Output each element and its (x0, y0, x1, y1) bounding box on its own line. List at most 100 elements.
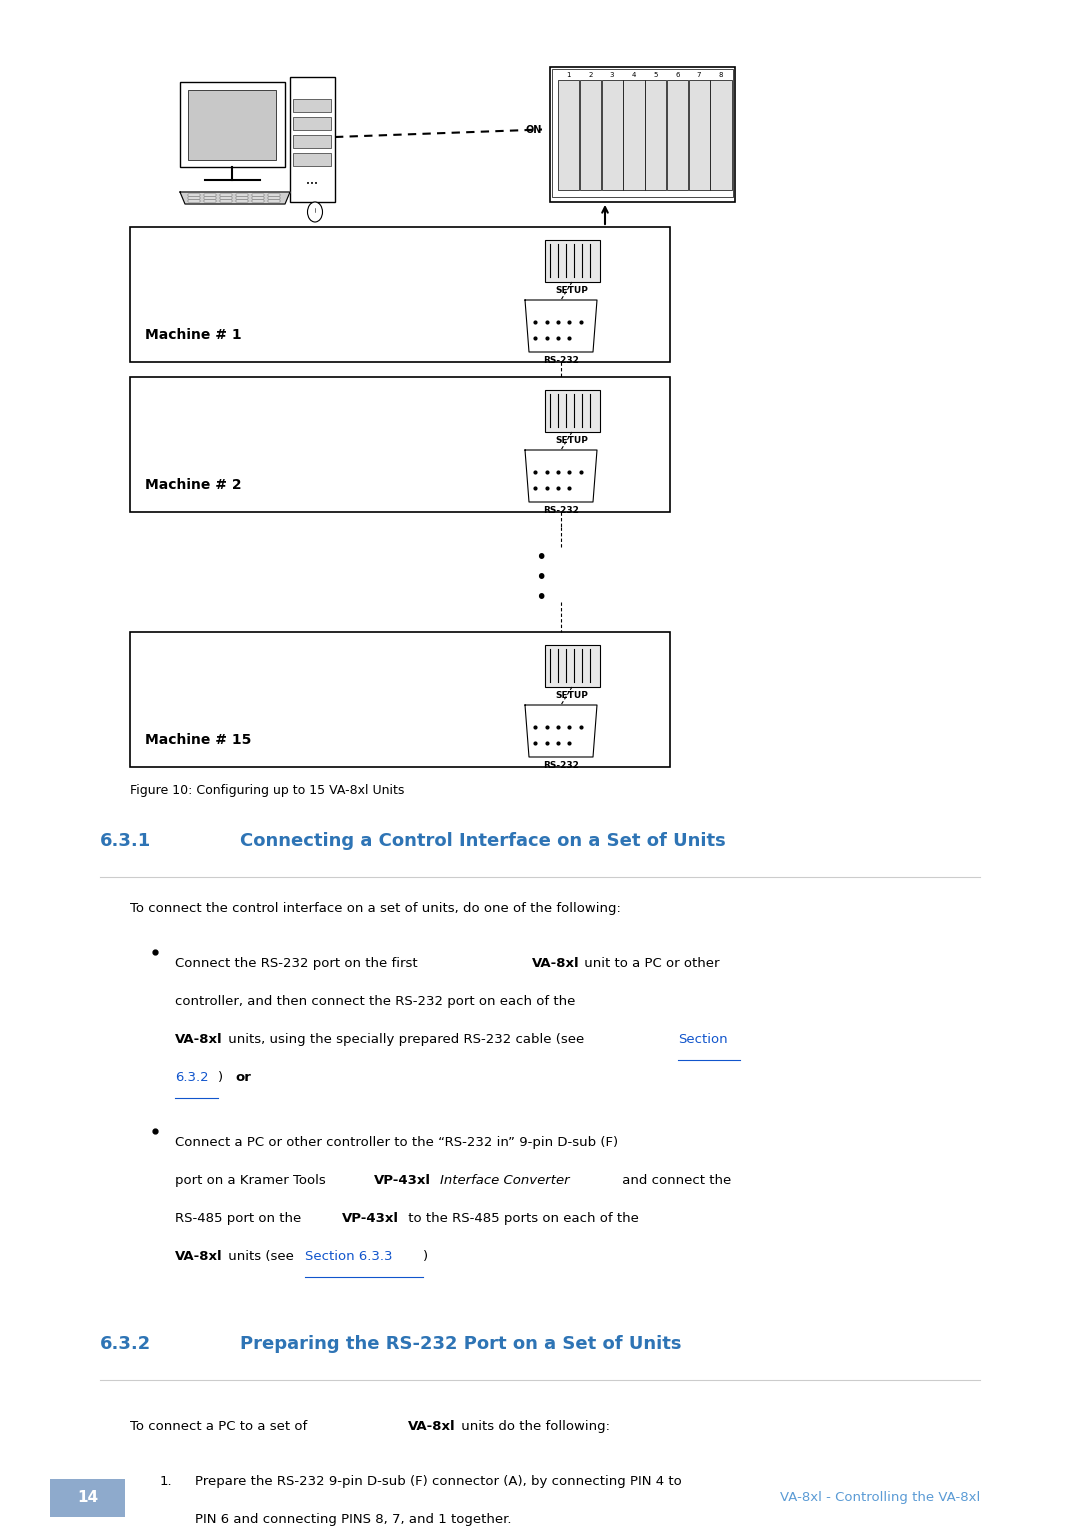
Text: SETUP: SETUP (555, 437, 589, 444)
FancyBboxPatch shape (711, 80, 731, 190)
FancyBboxPatch shape (237, 195, 248, 196)
FancyBboxPatch shape (291, 77, 335, 202)
FancyBboxPatch shape (550, 67, 735, 202)
Text: 2: 2 (589, 72, 593, 78)
Text: 1: 1 (566, 72, 571, 78)
Text: Section 6.3.3: Section 6.3.3 (305, 1250, 392, 1262)
Text: 6.3.2: 6.3.2 (100, 1334, 151, 1353)
Text: or: or (235, 1071, 251, 1085)
FancyBboxPatch shape (623, 80, 645, 190)
Text: RS-485 port on the: RS-485 port on the (175, 1212, 306, 1226)
Text: 14: 14 (77, 1491, 98, 1506)
Polygon shape (525, 450, 597, 502)
Text: Interface Converter: Interface Converter (440, 1174, 569, 1187)
FancyBboxPatch shape (602, 80, 623, 190)
FancyBboxPatch shape (552, 69, 733, 198)
Text: RS-232: RS-232 (543, 506, 579, 515)
Text: Connect the RS-232 port on the first: Connect the RS-232 port on the first (175, 958, 422, 970)
FancyBboxPatch shape (666, 80, 688, 190)
FancyBboxPatch shape (188, 90, 276, 159)
Text: and connect the: and connect the (618, 1174, 731, 1187)
Text: 4: 4 (632, 72, 636, 78)
Text: VP-43xl: VP-43xl (342, 1212, 399, 1226)
FancyBboxPatch shape (204, 198, 216, 199)
Text: 8: 8 (718, 72, 724, 78)
Polygon shape (525, 300, 597, 352)
FancyBboxPatch shape (293, 100, 330, 112)
Polygon shape (180, 192, 291, 204)
FancyBboxPatch shape (188, 195, 200, 196)
Text: Machine # 15: Machine # 15 (145, 732, 252, 748)
Text: 6.3.1: 6.3.1 (100, 832, 151, 850)
Text: 6.3.2: 6.3.2 (175, 1071, 208, 1085)
FancyBboxPatch shape (689, 80, 710, 190)
Text: VA-8xl: VA-8xl (532, 958, 580, 970)
FancyBboxPatch shape (545, 241, 600, 282)
Polygon shape (525, 705, 597, 757)
Text: To connect the control interface on a set of units, do one of the following:: To connect the control interface on a se… (130, 902, 621, 915)
Text: ): ) (423, 1250, 428, 1262)
Text: units do the following:: units do the following: (457, 1420, 610, 1432)
FancyBboxPatch shape (268, 195, 280, 196)
FancyBboxPatch shape (50, 1478, 125, 1517)
Text: RS-232: RS-232 (543, 761, 579, 771)
Text: RS-232: RS-232 (543, 355, 579, 365)
Text: Machine # 1: Machine # 1 (145, 328, 242, 342)
Text: VA-8xl - Controlling the VA-8xl: VA-8xl - Controlling the VA-8xl (780, 1492, 980, 1504)
FancyBboxPatch shape (545, 391, 600, 432)
FancyBboxPatch shape (545, 645, 600, 686)
FancyBboxPatch shape (180, 83, 285, 167)
Text: SETUP: SETUP (555, 286, 589, 296)
FancyBboxPatch shape (252, 198, 264, 199)
FancyBboxPatch shape (220, 198, 232, 199)
Text: Prepare the RS-232 9-pin D-sub (F) connector (A), by connecting PIN 4 to: Prepare the RS-232 9-pin D-sub (F) conne… (195, 1475, 681, 1488)
Text: •: • (536, 587, 546, 607)
FancyBboxPatch shape (268, 201, 280, 202)
Text: Figure 10: Configuring up to 15 VA-8xl Units: Figure 10: Configuring up to 15 VA-8xl U… (130, 784, 404, 797)
Text: 7: 7 (697, 72, 701, 78)
Text: •: • (536, 567, 546, 587)
Text: units, using the specially prepared RS-232 cable (see: units, using the specially prepared RS-2… (224, 1033, 589, 1046)
FancyBboxPatch shape (188, 198, 200, 199)
FancyBboxPatch shape (293, 135, 330, 149)
Text: SETUP: SETUP (555, 691, 589, 700)
Text: VA-8xl: VA-8xl (175, 1033, 222, 1046)
FancyBboxPatch shape (130, 227, 670, 362)
Text: VA-8xl: VA-8xl (408, 1420, 456, 1432)
Text: units (see: units (see (224, 1250, 298, 1262)
Text: Connecting a Control Interface on a Set of Units: Connecting a Control Interface on a Set … (240, 832, 726, 850)
Text: ): ) (218, 1071, 228, 1085)
Text: •: • (536, 547, 546, 567)
Ellipse shape (308, 202, 323, 222)
FancyBboxPatch shape (130, 377, 670, 512)
Text: Preparing the RS-232 Port on a Set of Units: Preparing the RS-232 Port on a Set of Un… (240, 1334, 681, 1353)
Text: PIN 6 and connecting PINS 8, 7, and 1 together.: PIN 6 and connecting PINS 8, 7, and 1 to… (195, 1514, 512, 1526)
Text: VA-8xl: VA-8xl (175, 1250, 222, 1262)
Text: Machine # 2: Machine # 2 (145, 478, 242, 492)
FancyBboxPatch shape (130, 633, 670, 768)
Text: unit to a PC or other: unit to a PC or other (580, 958, 719, 970)
FancyBboxPatch shape (220, 201, 232, 202)
FancyBboxPatch shape (558, 80, 579, 190)
FancyBboxPatch shape (204, 195, 216, 196)
Text: 1.: 1. (160, 1475, 173, 1488)
Text: VP-43xl: VP-43xl (374, 1174, 431, 1187)
FancyBboxPatch shape (268, 198, 280, 199)
FancyBboxPatch shape (204, 201, 216, 202)
Text: To connect a PC to a set of: To connect a PC to a set of (130, 1420, 311, 1432)
FancyBboxPatch shape (252, 195, 264, 196)
Text: 3: 3 (610, 72, 615, 78)
Text: 6: 6 (675, 72, 679, 78)
FancyBboxPatch shape (293, 116, 330, 130)
FancyBboxPatch shape (188, 201, 200, 202)
Text: Section: Section (678, 1033, 728, 1046)
Text: 5: 5 (653, 72, 658, 78)
FancyBboxPatch shape (580, 80, 600, 190)
FancyBboxPatch shape (645, 80, 666, 190)
FancyBboxPatch shape (220, 195, 232, 196)
FancyBboxPatch shape (237, 198, 248, 199)
Text: to the RS-485 ports on each of the: to the RS-485 ports on each of the (404, 1212, 639, 1226)
FancyBboxPatch shape (237, 201, 248, 202)
Text: ON: ON (526, 124, 542, 135)
FancyBboxPatch shape (252, 201, 264, 202)
